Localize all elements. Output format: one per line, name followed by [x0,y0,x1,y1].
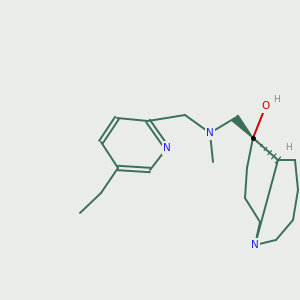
Text: N: N [206,128,214,138]
Text: H: H [285,143,291,152]
Text: O: O [262,101,270,111]
Polygon shape [232,115,253,138]
Text: H: H [274,94,280,103]
Text: N: N [163,143,171,153]
Text: N: N [251,240,259,250]
